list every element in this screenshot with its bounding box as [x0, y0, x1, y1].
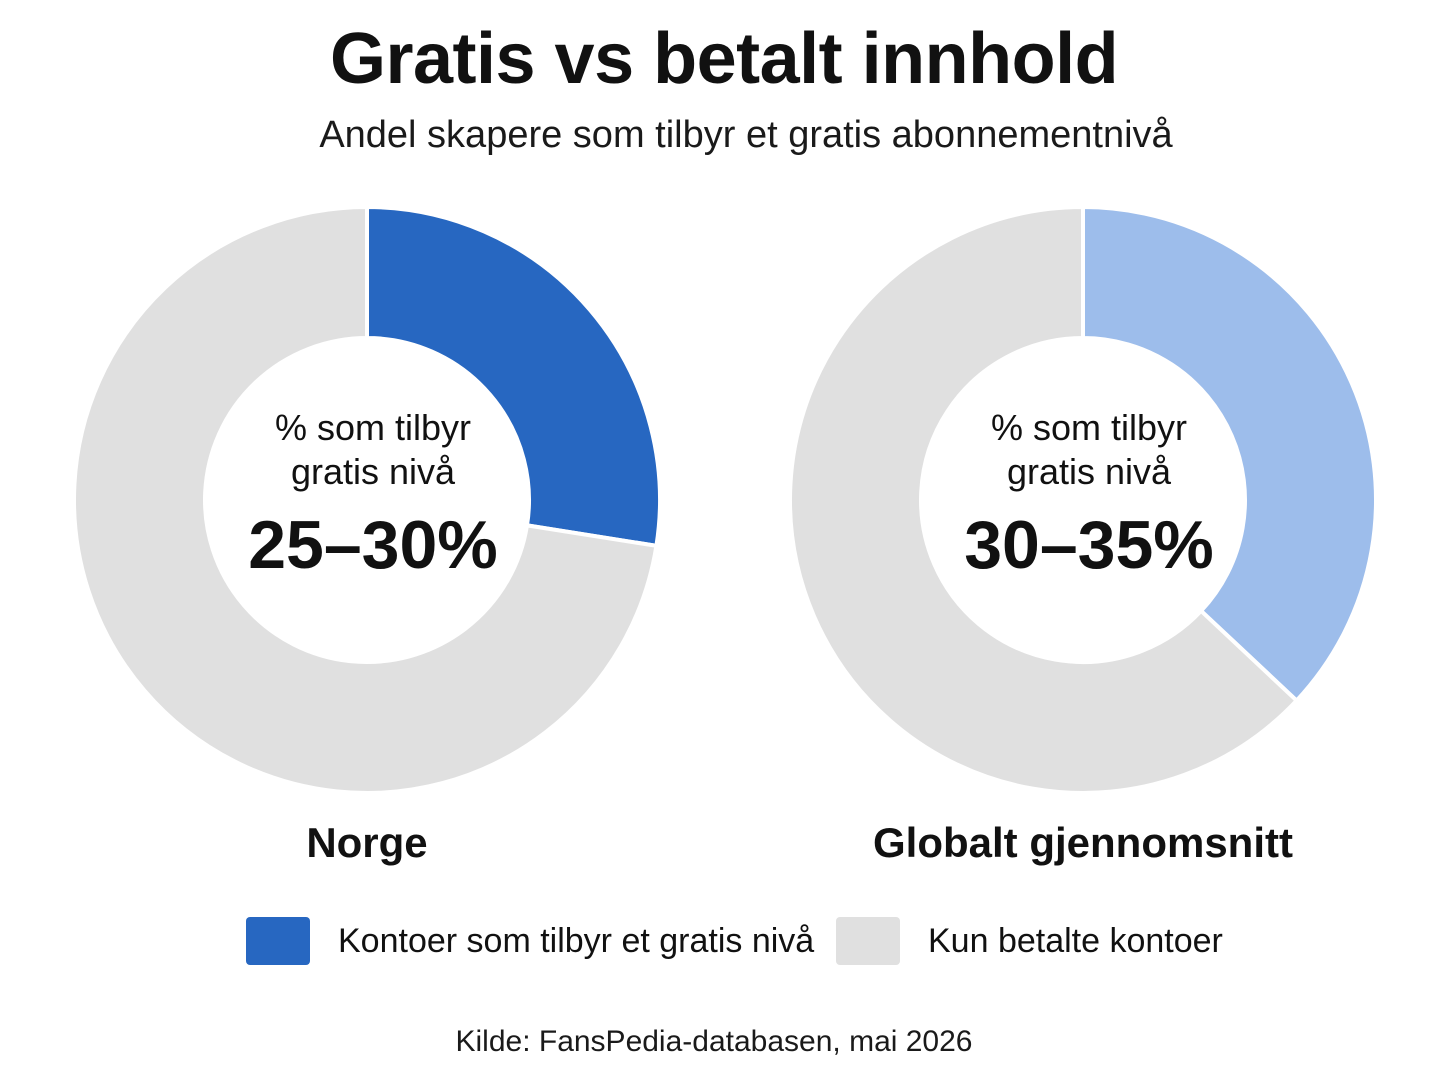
legend-label-paid: Kun betalte kontoer [928, 922, 1223, 960]
legend-item-paid: Kun betalte kontoer [836, 916, 1223, 966]
chart-title: Gratis vs betalt innhold [329, 19, 1119, 99]
donut-slice-paid [788, 204, 1300, 795]
legend-swatch-free [246, 917, 310, 965]
center-value: 25–30% [248, 507, 498, 583]
center-label: gratis nivå [291, 451, 456, 492]
legend-label-free: Kontoer som tilbyr et gratis nivå [338, 922, 815, 960]
chart-name: Globalt gjennomsnitt [873, 819, 1293, 866]
center-label: % som tilbyr [991, 407, 1187, 448]
donut-slice-paid [72, 204, 659, 795]
center-value: 30–35% [964, 507, 1214, 583]
legend-item-free: Kontoer som tilbyr et gratis nivå [246, 916, 814, 966]
chart-subtitle: Andel skapere som tilbyr et gratis abonn… [319, 114, 1173, 156]
donut-slice-free [365, 204, 662, 549]
center-label: gratis nivå [1007, 451, 1172, 492]
donut-slice-free [1081, 204, 1378, 704]
legend-swatch-paid [836, 917, 900, 965]
source-note: Kilde: FansPedia-databasen, mai 2026 [455, 1025, 973, 1058]
center-label: % som tilbyr [275, 407, 471, 448]
chart-name: Norge [306, 819, 427, 866]
